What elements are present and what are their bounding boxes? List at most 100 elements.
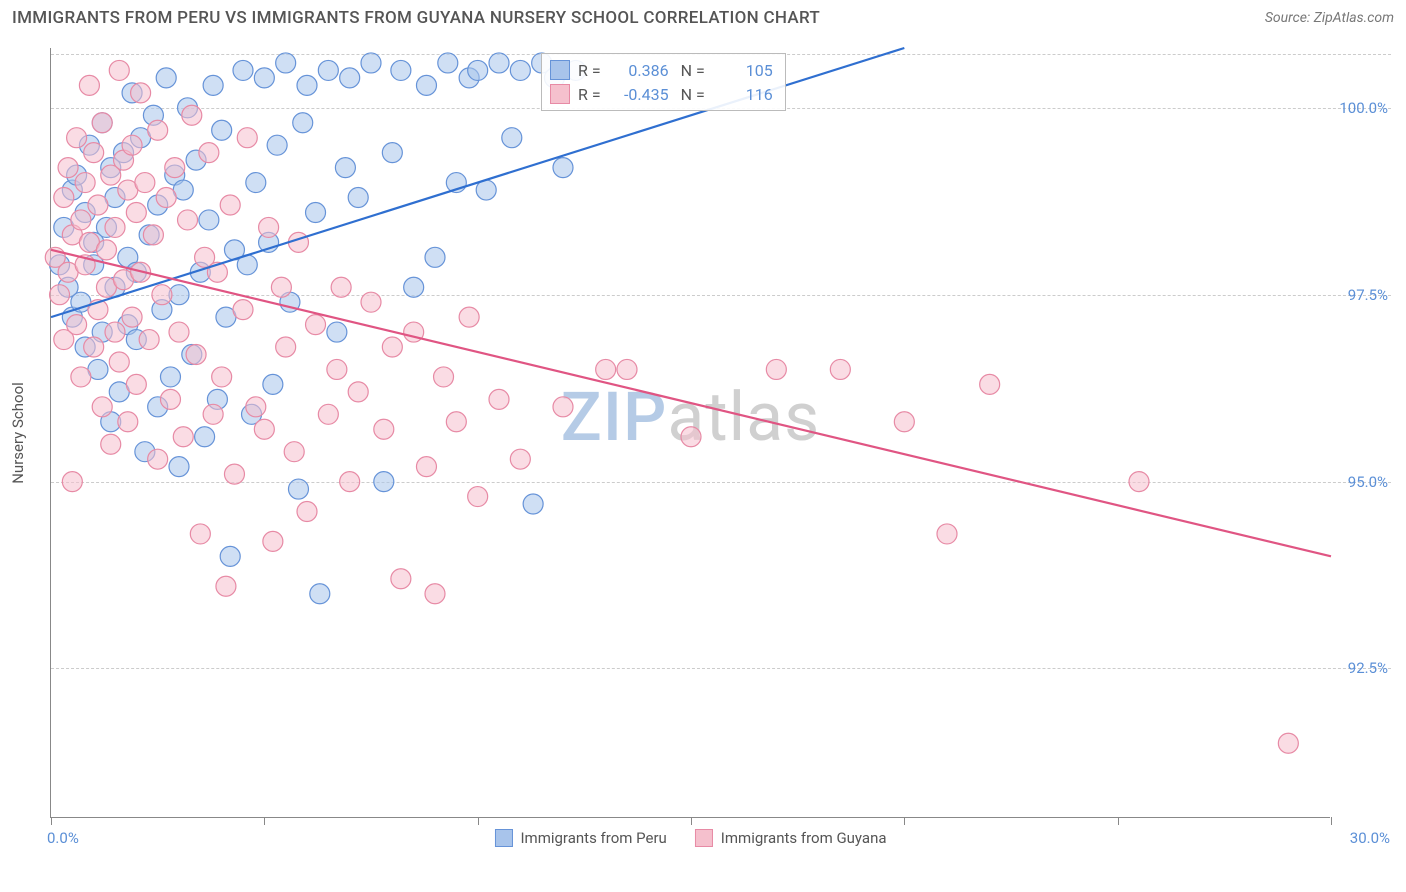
stat-swatch-guyana bbox=[550, 84, 570, 104]
data-point bbox=[169, 457, 189, 477]
data-point bbox=[186, 345, 206, 365]
data-point bbox=[348, 188, 368, 208]
plot-region: 92.5%95.0%97.5%100.0% ZIPatlas R = 0.386… bbox=[50, 48, 1330, 818]
data-point bbox=[331, 277, 351, 297]
data-point bbox=[1278, 733, 1298, 753]
data-point bbox=[374, 472, 394, 492]
data-point bbox=[510, 449, 530, 469]
xtick bbox=[1118, 817, 1119, 825]
legend-item-peru: Immigrants from Peru bbox=[494, 829, 666, 847]
data-point bbox=[766, 359, 786, 379]
data-point bbox=[156, 68, 176, 88]
data-point bbox=[160, 367, 180, 387]
data-point bbox=[327, 359, 347, 379]
data-point bbox=[361, 53, 381, 73]
xtick bbox=[1331, 817, 1332, 825]
data-point bbox=[148, 120, 168, 140]
data-point bbox=[382, 337, 402, 357]
stat-row-peru: R = 0.386 N = 105 bbox=[550, 58, 773, 82]
data-point bbox=[459, 307, 479, 327]
data-point bbox=[489, 389, 509, 409]
data-point bbox=[67, 128, 87, 148]
data-point bbox=[203, 404, 223, 424]
data-point bbox=[212, 120, 232, 140]
data-point bbox=[101, 434, 121, 454]
data-point bbox=[318, 60, 338, 80]
chart-header: IMMIGRANTS FROM PERU VS IMMIGRANTS FROM … bbox=[0, 0, 1406, 34]
data-point bbox=[382, 143, 402, 163]
data-point bbox=[195, 427, 215, 447]
data-point bbox=[190, 524, 210, 544]
data-point bbox=[139, 330, 159, 350]
legend-swatch-peru bbox=[494, 829, 512, 847]
data-point bbox=[126, 374, 146, 394]
data-point bbox=[237, 128, 257, 148]
chart-title: IMMIGRANTS FROM PERU VS IMMIGRANTS FROM … bbox=[12, 8, 820, 28]
data-point bbox=[126, 202, 146, 222]
data-point bbox=[165, 158, 185, 178]
data-point bbox=[71, 367, 91, 387]
data-point bbox=[79, 75, 99, 95]
data-point bbox=[293, 113, 313, 133]
data-point bbox=[438, 53, 458, 73]
data-point bbox=[199, 143, 219, 163]
y-axis-label: Nursery School bbox=[9, 382, 27, 484]
data-point bbox=[335, 158, 355, 178]
legend-item-guyana: Immigrants from Guyana bbox=[695, 829, 887, 847]
trendline bbox=[51, 250, 1331, 557]
data-point bbox=[75, 173, 95, 193]
data-point bbox=[318, 404, 338, 424]
data-point bbox=[284, 442, 304, 462]
data-point bbox=[297, 501, 317, 521]
data-point bbox=[297, 75, 317, 95]
data-point bbox=[425, 584, 445, 604]
legend-label-peru: Immigrants from Peru bbox=[520, 829, 666, 847]
data-point bbox=[105, 217, 125, 237]
data-point bbox=[306, 202, 326, 222]
data-point bbox=[937, 524, 957, 544]
data-point bbox=[271, 277, 291, 297]
data-point bbox=[310, 584, 330, 604]
data-point bbox=[894, 412, 914, 432]
data-point bbox=[502, 128, 522, 148]
source-label: Source: ZipAtlas.com bbox=[1265, 10, 1394, 26]
data-point bbox=[143, 225, 163, 245]
data-point bbox=[135, 173, 155, 193]
data-point bbox=[173, 427, 193, 447]
correlation-stats-box: R = 0.386 N = 105 R = -0.435 N = 116 bbox=[541, 53, 786, 111]
data-point bbox=[203, 75, 223, 95]
data-point bbox=[148, 449, 168, 469]
data-point bbox=[71, 210, 91, 230]
data-point bbox=[830, 359, 850, 379]
data-point bbox=[156, 188, 176, 208]
data-point bbox=[220, 195, 240, 215]
data-point bbox=[416, 75, 436, 95]
data-point bbox=[178, 210, 198, 230]
data-point bbox=[233, 60, 253, 80]
data-point bbox=[131, 83, 151, 103]
ytick-label: 97.5% bbox=[1348, 286, 1388, 304]
xtick bbox=[691, 817, 692, 825]
data-point bbox=[263, 374, 283, 394]
xtick bbox=[904, 817, 905, 825]
data-point bbox=[84, 337, 104, 357]
legend-swatch-guyana bbox=[695, 829, 713, 847]
data-point bbox=[374, 419, 394, 439]
data-point bbox=[434, 367, 454, 387]
data-point bbox=[92, 113, 112, 133]
data-point bbox=[446, 412, 466, 432]
data-point bbox=[84, 143, 104, 163]
legend-label-guyana: Immigrants from Guyana bbox=[721, 829, 887, 847]
data-point bbox=[246, 173, 266, 193]
data-point bbox=[416, 457, 436, 477]
data-point bbox=[62, 472, 82, 492]
data-point bbox=[212, 367, 232, 387]
data-point bbox=[489, 53, 509, 73]
data-point bbox=[276, 337, 296, 357]
data-point bbox=[152, 285, 172, 305]
data-point bbox=[67, 315, 87, 335]
data-point bbox=[122, 135, 142, 155]
data-point bbox=[425, 247, 445, 267]
data-point bbox=[88, 195, 108, 215]
x-axis-min-label: 0.0% bbox=[47, 829, 79, 847]
